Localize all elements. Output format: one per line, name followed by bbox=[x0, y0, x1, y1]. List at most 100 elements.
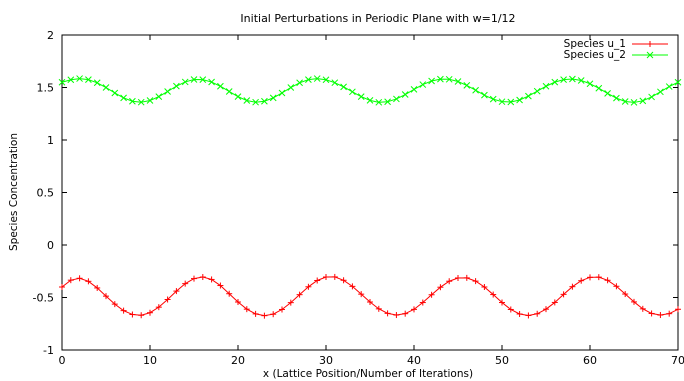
series-2 bbox=[58, 75, 682, 106]
legend-marker bbox=[646, 51, 654, 59]
series-2-point bbox=[278, 89, 286, 97]
x-tick-label: 50 bbox=[495, 354, 509, 367]
series-2-point bbox=[375, 98, 383, 106]
series-2-point bbox=[173, 82, 180, 90]
series-2-point bbox=[481, 91, 488, 99]
series-2-point bbox=[102, 84, 110, 91]
x-axis-ticks: 0 10 20 30 40 50 60 70 bbox=[59, 35, 684, 367]
series-2-point bbox=[85, 76, 92, 83]
series-2-point bbox=[463, 82, 471, 89]
series-2-point bbox=[498, 98, 506, 106]
series-2-point bbox=[472, 86, 479, 94]
x-axis-title: x (Lattice Position/Number of Iterations… bbox=[263, 368, 473, 380]
y-tick-label: 2 bbox=[47, 29, 54, 42]
series-2-point bbox=[225, 88, 233, 95]
series-2-point bbox=[621, 98, 629, 105]
x-tick-label: 70 bbox=[671, 354, 684, 367]
y-axis-ticks: -1 -0.5 0 0.5 1 1.5 2 bbox=[33, 29, 678, 357]
series-2-point bbox=[674, 78, 682, 86]
series-2-point bbox=[419, 81, 427, 88]
series-2-point bbox=[551, 78, 559, 86]
series-2-point bbox=[639, 97, 647, 105]
series-2-point bbox=[349, 88, 356, 96]
series-2-point bbox=[393, 95, 400, 103]
series-2-point bbox=[261, 97, 268, 105]
series-2-point bbox=[76, 75, 83, 82]
series-2-point bbox=[577, 77, 585, 84]
series-2-point bbox=[120, 94, 127, 102]
series-2-point bbox=[199, 76, 207, 83]
series-2-point bbox=[269, 94, 277, 102]
series-2-point bbox=[331, 79, 339, 87]
series-2-point bbox=[454, 78, 462, 85]
series-2-point bbox=[489, 95, 497, 103]
series-2-point bbox=[428, 77, 435, 85]
series-2-point bbox=[129, 97, 136, 105]
series-2-point bbox=[340, 83, 347, 91]
series-2-point bbox=[445, 75, 453, 83]
legend-label-u2: Species u_2 bbox=[564, 49, 626, 61]
series-2-point bbox=[137, 98, 145, 106]
series-2-point bbox=[111, 89, 119, 97]
x-tick-label: 0 bbox=[59, 354, 66, 367]
series-2-point bbox=[164, 88, 171, 95]
series-2-point bbox=[217, 82, 224, 90]
series-2-point bbox=[93, 79, 101, 87]
series-2-point bbox=[604, 90, 611, 97]
series-2-point bbox=[146, 97, 154, 104]
series-2-point bbox=[190, 76, 198, 83]
series-2-point bbox=[305, 76, 312, 83]
series-2-point bbox=[208, 78, 215, 86]
y-tick-label: -0.5 bbox=[33, 292, 54, 305]
y-tick-label: 1.5 bbox=[37, 82, 55, 95]
chart-title: Initial Perturbations in Periodic Plane … bbox=[240, 12, 515, 25]
series-2-point bbox=[516, 96, 523, 104]
x-tick-label: 20 bbox=[231, 354, 245, 367]
x-tick-label: 60 bbox=[583, 354, 597, 367]
series-2-point bbox=[542, 82, 550, 90]
series-1 bbox=[59, 273, 681, 319]
series-2-point bbox=[313, 75, 321, 82]
series-2-point bbox=[384, 98, 391, 106]
series-2-point bbox=[410, 86, 418, 93]
series-2-point bbox=[507, 98, 515, 106]
series-2-point bbox=[67, 76, 75, 84]
x-tick-label: 10 bbox=[143, 354, 157, 367]
series-2-point bbox=[665, 83, 673, 90]
legend-sample-u2 bbox=[632, 51, 668, 59]
series-2-point bbox=[366, 97, 374, 104]
y-tick-label: 0 bbox=[47, 239, 54, 252]
series-2-point bbox=[586, 80, 594, 88]
legend-sample-u1 bbox=[632, 41, 668, 47]
x-tick-label: 30 bbox=[319, 354, 333, 367]
series-2-point bbox=[287, 84, 295, 91]
series-1-line bbox=[61, 276, 679, 317]
series-2-point bbox=[657, 88, 664, 96]
series-2-point bbox=[569, 75, 576, 83]
series-2-point bbox=[357, 93, 365, 100]
y-tick-label: 1 bbox=[47, 134, 54, 147]
legend-label-u1: Species u_1 bbox=[564, 38, 626, 50]
series-2-point bbox=[437, 75, 444, 83]
series-2-line bbox=[61, 78, 679, 103]
series-2-point bbox=[613, 94, 620, 102]
series-2-point bbox=[58, 78, 66, 86]
y-tick-label: 0.5 bbox=[37, 187, 55, 200]
series-2-point bbox=[234, 93, 242, 100]
series-2-point bbox=[155, 93, 163, 100]
series-2-point bbox=[595, 84, 603, 92]
series-2-point bbox=[560, 76, 567, 83]
y-axis-title: Species Concentration bbox=[8, 133, 20, 251]
series-2-point bbox=[252, 98, 259, 106]
series-2-point bbox=[525, 92, 532, 100]
y-tick-label: -1 bbox=[43, 344, 54, 357]
x-tick-label: 40 bbox=[407, 354, 421, 367]
series-layer bbox=[58, 75, 682, 319]
series-2-point bbox=[630, 99, 638, 106]
series-2-point bbox=[648, 93, 655, 101]
legend: Species u_1 Species u_2 bbox=[564, 38, 668, 61]
series-2-point bbox=[533, 87, 541, 95]
series-2-point bbox=[401, 91, 409, 98]
series-2-point bbox=[243, 97, 251, 104]
